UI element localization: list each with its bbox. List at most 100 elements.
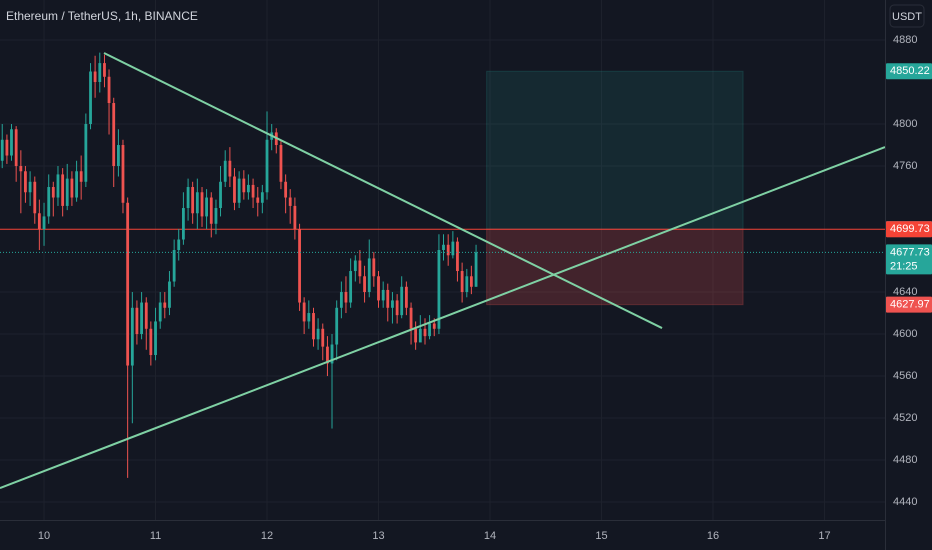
candle-body bbox=[84, 124, 88, 182]
candle-body bbox=[312, 313, 315, 340]
candle-body bbox=[367, 258, 371, 293]
x-tick-label: 11 bbox=[150, 530, 161, 542]
candle-body bbox=[149, 328, 153, 356]
candle-body bbox=[391, 300, 394, 308]
target-zone bbox=[486, 70, 744, 230]
candle-body bbox=[19, 166, 23, 172]
candle-body bbox=[205, 197, 208, 217]
candle-body bbox=[233, 176, 236, 203]
candle-body bbox=[209, 197, 213, 224]
x-tick-label: 10 bbox=[38, 530, 50, 542]
candle-body bbox=[98, 63, 102, 83]
candle-body bbox=[298, 229, 301, 303]
candle-body bbox=[172, 250, 176, 282]
candle-body bbox=[474, 252, 478, 287]
candle-body bbox=[168, 281, 171, 308]
candle-body bbox=[451, 241, 455, 256]
stop-zone bbox=[486, 228, 744, 306]
candle-body bbox=[51, 187, 55, 198]
candle-body bbox=[469, 276, 473, 287]
candle-body bbox=[251, 184, 255, 198]
y-tick-label: 4880 bbox=[893, 34, 917, 46]
candle-body bbox=[195, 192, 199, 214]
candle-body bbox=[223, 160, 227, 182]
candle-body bbox=[372, 258, 376, 277]
candle-body bbox=[219, 181, 222, 209]
candle-body bbox=[246, 184, 250, 193]
candle-body bbox=[228, 160, 232, 177]
candle-body bbox=[191, 187, 195, 214]
candle-body bbox=[363, 276, 366, 293]
candle-body bbox=[130, 307, 134, 366]
candle-body bbox=[307, 313, 311, 322]
x-tick-label: 13 bbox=[372, 530, 384, 542]
candle-body bbox=[414, 328, 418, 343]
candle-body bbox=[460, 271, 464, 293]
x-tick-label: 12 bbox=[261, 530, 273, 542]
candle-body bbox=[121, 145, 125, 203]
candle-body bbox=[465, 276, 469, 293]
candle-body bbox=[418, 328, 422, 343]
candle-body bbox=[265, 139, 269, 193]
candle-body bbox=[144, 302, 148, 329]
candle-body bbox=[260, 192, 264, 203]
candle-body bbox=[89, 71, 92, 125]
candle-body bbox=[344, 292, 348, 303]
candle-body bbox=[181, 208, 185, 240]
candle-body bbox=[423, 328, 427, 337]
candle-body bbox=[163, 302, 167, 308]
price-label-box bbox=[886, 244, 932, 275]
candle-body bbox=[456, 241, 459, 272]
price-label-box bbox=[886, 63, 932, 80]
currency-label[interactable]: USDT bbox=[892, 11, 922, 23]
chart-title: Ethereum / TetherUS, 1h, BINANCE bbox=[6, 9, 198, 23]
candle-body bbox=[65, 178, 69, 206]
candle-body bbox=[358, 260, 362, 277]
candle-body bbox=[386, 289, 390, 308]
candle-body bbox=[154, 321, 157, 356]
candle-body bbox=[377, 276, 380, 301]
candle-body bbox=[33, 181, 37, 214]
candle-body bbox=[112, 103, 116, 167]
price-label-box bbox=[886, 221, 932, 238]
candle-body bbox=[335, 307, 339, 345]
candle-body bbox=[437, 250, 441, 329]
candle-body bbox=[409, 307, 413, 329]
price-label: 4699.73 bbox=[890, 223, 930, 235]
price-label: 4850.22 bbox=[890, 65, 930, 77]
candle-body bbox=[37, 213, 41, 230]
candle-body bbox=[186, 187, 190, 209]
candle-body bbox=[237, 178, 241, 203]
candle-body bbox=[349, 271, 353, 303]
y-tick-label: 4600 bbox=[893, 328, 917, 340]
y-tick-label: 4480 bbox=[893, 454, 917, 466]
x-tick-label: 14 bbox=[484, 530, 496, 542]
candle-body bbox=[326, 346, 329, 364]
candle-body bbox=[79, 171, 83, 182]
candle-body bbox=[107, 76, 111, 104]
candle-body bbox=[242, 178, 246, 193]
candle-body bbox=[442, 244, 445, 251]
trendline bbox=[103, 52, 663, 329]
y-tick-label: 4800 bbox=[893, 118, 917, 130]
candle-body bbox=[75, 171, 78, 198]
currency-button[interactable] bbox=[889, 4, 925, 28]
price-label: 4627.97 bbox=[890, 299, 930, 311]
candle-body bbox=[302, 302, 306, 322]
y-tick-label: 4640 bbox=[893, 286, 917, 298]
candle-body bbox=[339, 292, 343, 308]
candle-body bbox=[321, 328, 325, 347]
candle-body bbox=[446, 244, 450, 256]
candle-body bbox=[0, 139, 4, 161]
price-label-box bbox=[886, 296, 932, 313]
candle-body bbox=[400, 286, 404, 316]
candle-body bbox=[177, 239, 181, 251]
candle-body bbox=[47, 187, 51, 217]
candle-body bbox=[330, 344, 334, 364]
candle-body bbox=[5, 139, 9, 156]
candle-body bbox=[279, 145, 283, 182]
candle-body bbox=[428, 323, 431, 337]
candle-body bbox=[70, 178, 74, 198]
